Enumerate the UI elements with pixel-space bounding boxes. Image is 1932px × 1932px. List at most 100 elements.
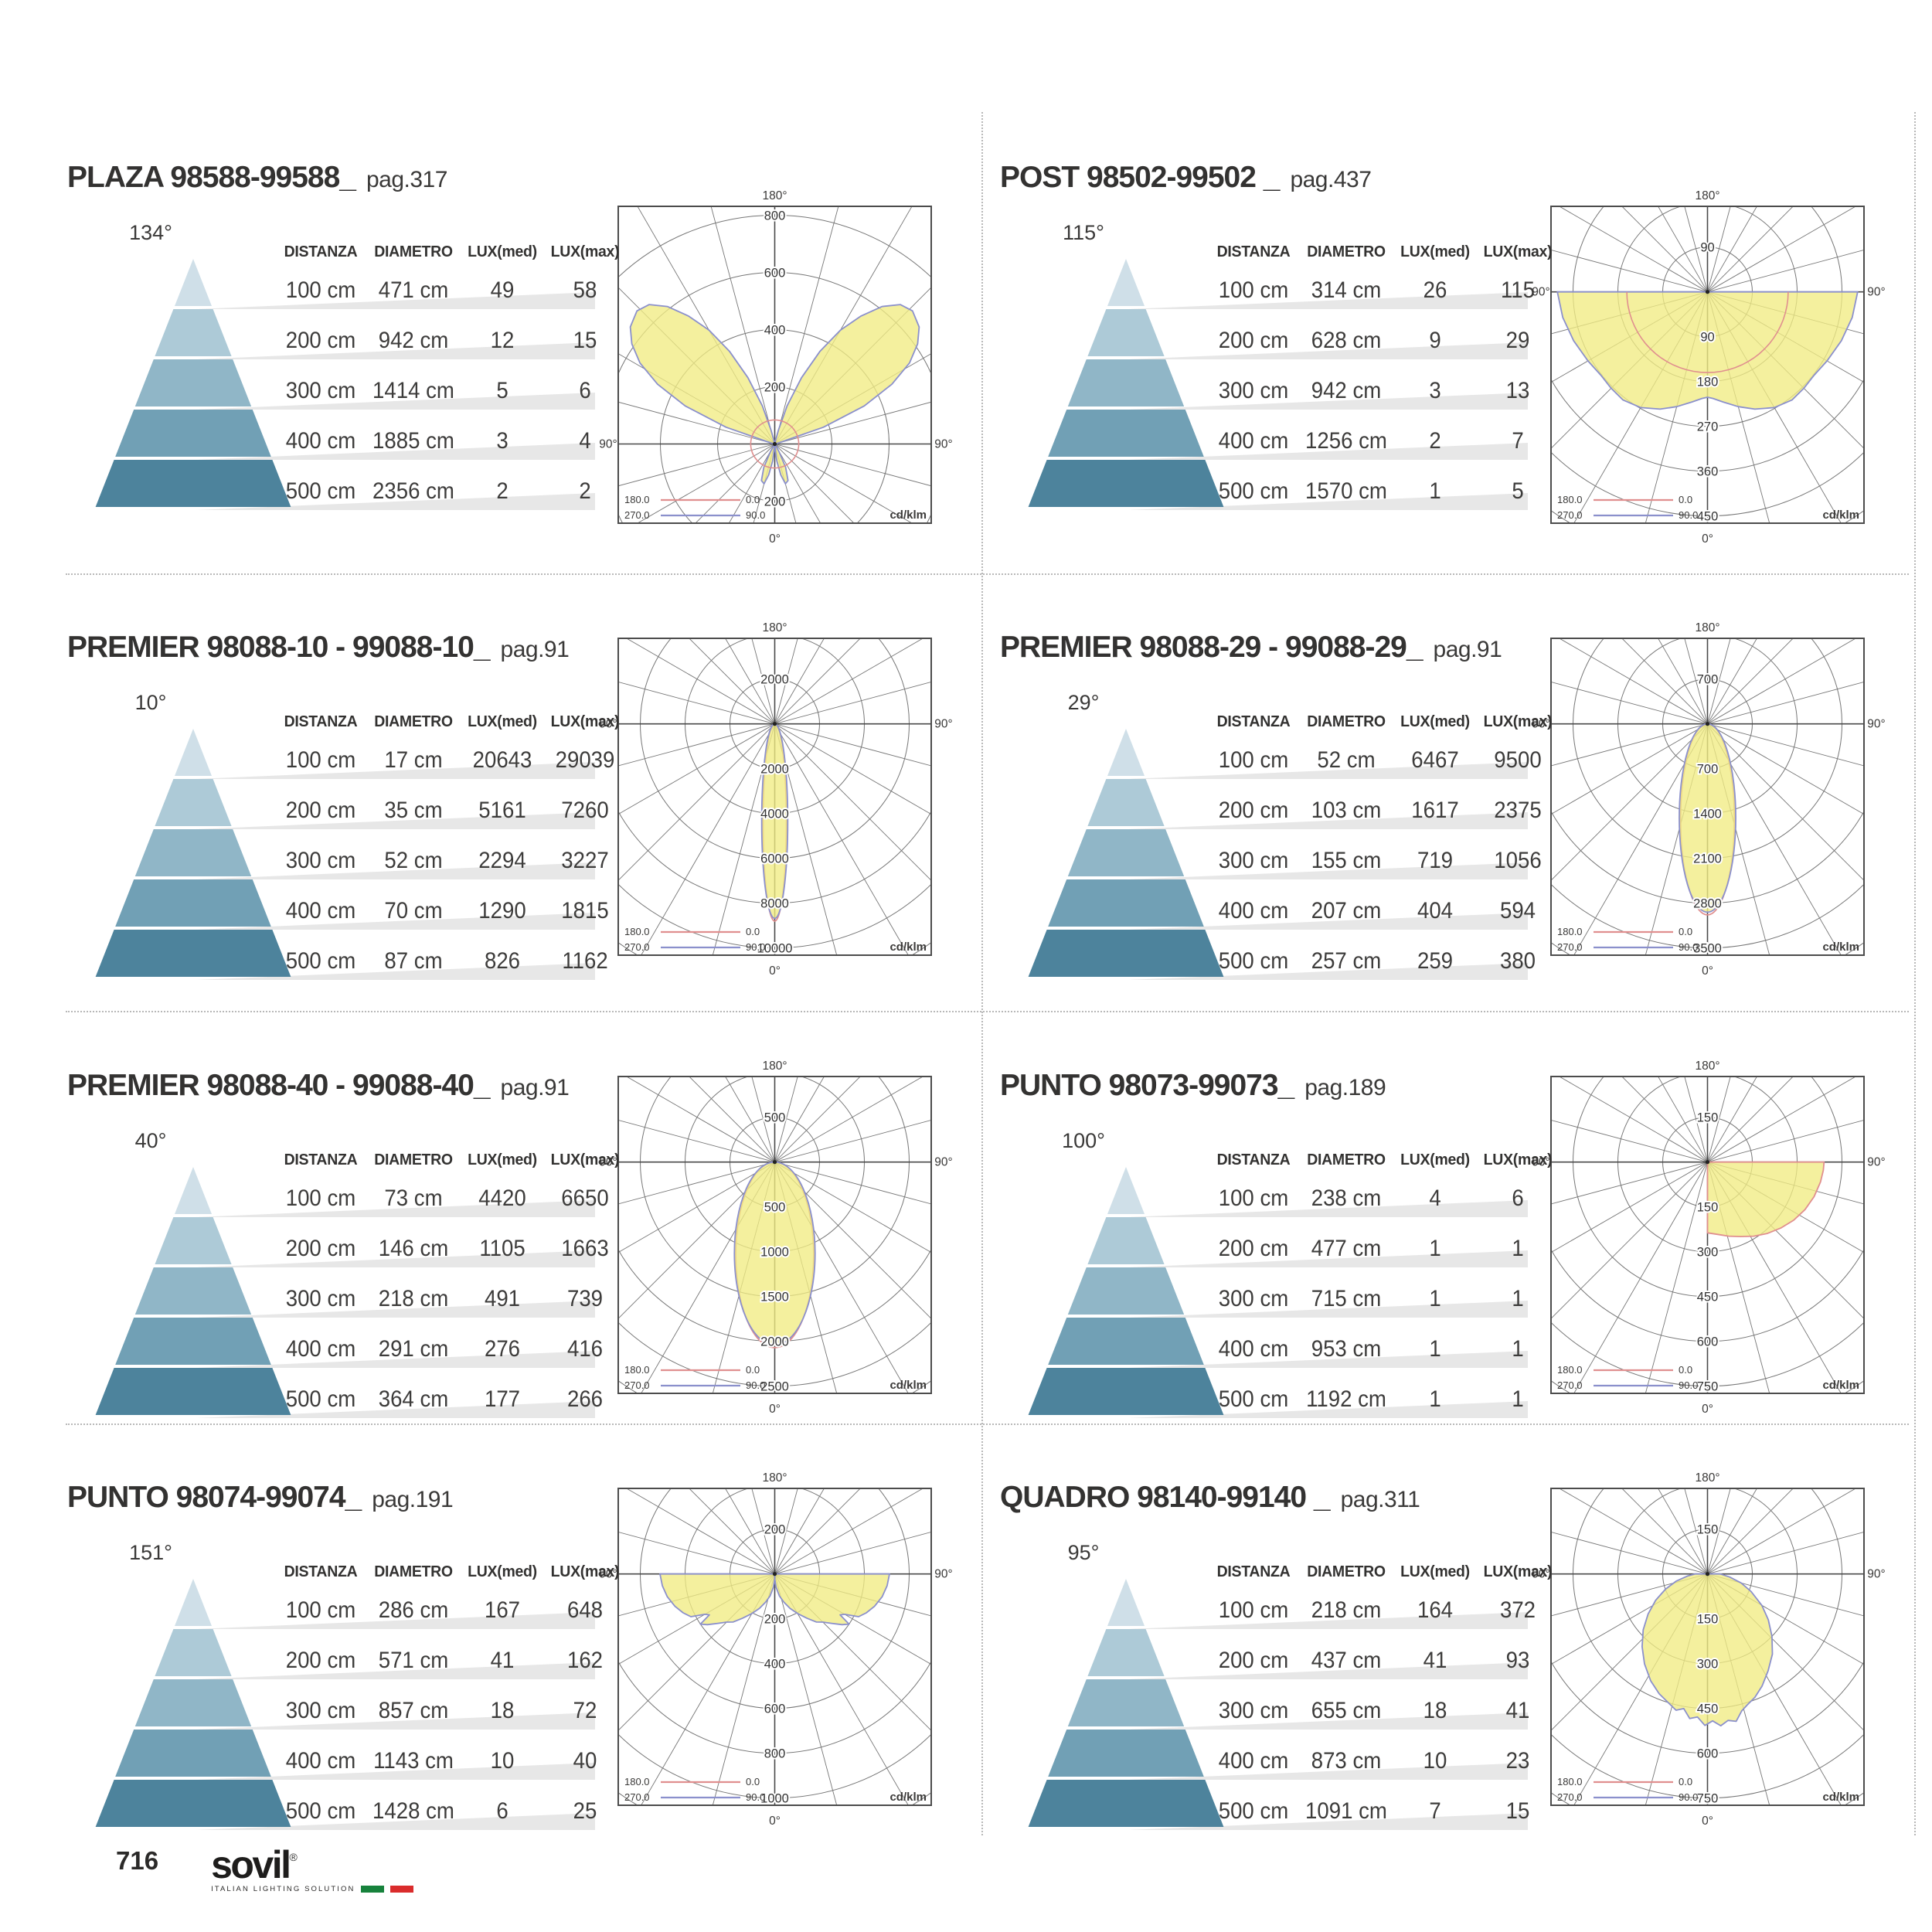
cone-band xyxy=(1028,930,1224,977)
beam-cone-graphic xyxy=(1014,251,1246,514)
section-plaza: DISTANZA DIAMETRO LUX(med) LUX(max) 100 cm 47… xyxy=(66,108,966,572)
column-header: LUX(med) xyxy=(468,713,537,730)
polar-diagram: 90 90 180 270 360 450 180° 0° 90° 90° 180.0 0.0 270.… xyxy=(1532,187,1903,566)
radial-scale-label: 2500 xyxy=(760,1380,789,1394)
table-cell: 404 xyxy=(1417,898,1454,923)
legend-plane-label: 90.0 xyxy=(746,509,765,521)
plane-trace-arc xyxy=(750,419,800,469)
radial-scale-label: 400 xyxy=(764,324,786,338)
cone-band xyxy=(1028,460,1224,507)
table-cell: 500 cm xyxy=(285,948,356,974)
cone-band xyxy=(1028,1368,1224,1415)
page-ref: pag.311 xyxy=(1340,1487,1420,1512)
column-header: DIAMETRO xyxy=(1307,243,1386,260)
table-cell: 1663 xyxy=(561,1236,609,1261)
product-name: PUNTO 98074-99074_ xyxy=(67,1481,362,1514)
cone-band xyxy=(95,930,291,977)
radial-scale-label: 270 xyxy=(1697,420,1719,434)
table-cell: 1414 cm xyxy=(372,378,454,403)
photometric-lobe xyxy=(774,304,920,445)
radial-scale-label: 700 xyxy=(1697,763,1719,777)
radial-scale-label: 90 xyxy=(1700,331,1714,345)
table-cell: 93 xyxy=(1505,1648,1530,1673)
column-header: DIAMETRO xyxy=(374,1563,453,1580)
section-post: DISTANZA DIAMETRO LUX(med) LUX(max) 100 cm 31… xyxy=(998,108,1899,572)
table-cell: 40 xyxy=(573,1748,597,1774)
column-header: DIAMETRO xyxy=(374,713,453,730)
cone-band xyxy=(115,879,271,927)
radial-scale-label: 150 xyxy=(1697,1523,1719,1537)
section-quadro: DISTANZA DIAMETRO LUX(med) LUX(max) 100 cm 21… xyxy=(998,1428,1899,1861)
polar-angle-label: 0° xyxy=(769,1403,781,1416)
table-cell: 2356 cm xyxy=(372,478,454,504)
separator-horizontal xyxy=(66,573,1909,575)
polar-grid xyxy=(618,206,931,523)
radial-scale-label: 4000 xyxy=(760,808,789,821)
product-title: PUNTO 98073-99073_ pag.189 xyxy=(1000,1069,1386,1103)
page-ref: pag.191 xyxy=(372,1487,454,1512)
cone-band xyxy=(175,1579,212,1626)
beam-cone-graphic xyxy=(81,251,313,514)
table-cell: 1 xyxy=(1429,1386,1441,1412)
table-cell: 400 cm xyxy=(285,898,356,923)
table-cell: 15 xyxy=(573,328,597,353)
table-cell: 2 xyxy=(579,478,591,504)
section-premier-40: DISTANZA DIAMETRO LUX(med) LUX(max) 100 cm 73… xyxy=(66,1016,966,1418)
table-cell: 177 xyxy=(484,1386,521,1412)
legend-plane-label: 270.0 xyxy=(624,1379,650,1391)
photometric-lobe xyxy=(659,1573,776,1626)
radial-scale-label: 3500 xyxy=(1693,942,1722,956)
legend-plane-label: 90.0 xyxy=(1679,941,1698,953)
table-cell: 400 cm xyxy=(1218,898,1289,923)
table-cell: 594 xyxy=(1499,898,1536,923)
page-ref: pag.91 xyxy=(1433,637,1502,662)
radial-scale-label: 1400 xyxy=(1693,808,1722,821)
table-cell: 500 cm xyxy=(285,478,356,504)
polar-angle-label: 180° xyxy=(1695,1471,1719,1485)
product-title: QUADRO 98140-99140 _ pag.311 xyxy=(1000,1481,1420,1515)
table-cell: 70 cm xyxy=(384,898,443,923)
section-punto-98073: DISTANZA DIAMETRO LUX(med) LUX(max) 100 cm 23… xyxy=(998,1016,1899,1418)
column-header: LUX(med) xyxy=(1400,713,1470,730)
cone-band xyxy=(155,779,232,826)
polar-grid xyxy=(618,638,931,955)
radial-scale-label: 750 xyxy=(1697,1380,1719,1394)
photometric-table: DISTANZA DIAMETRO LUX(med) LUX(max) 100 cm 73… xyxy=(66,1016,966,1418)
legend-plane-label: 0.0 xyxy=(746,494,760,505)
polar-angle-label: 0° xyxy=(1702,1403,1713,1416)
page-footer: 716 sovil® ITALIAN LIGHTING SOLUTION xyxy=(116,1845,414,1893)
polar-angle-label: 180° xyxy=(762,1471,787,1485)
cone-band xyxy=(1087,1217,1165,1264)
column-header: LUX(max) xyxy=(550,1151,620,1168)
radial-scale-label: 1500 xyxy=(760,1291,789,1304)
table-cell: 500 cm xyxy=(285,1386,356,1412)
product-title: POST 98502-99502 _ pag.437 xyxy=(1000,161,1372,195)
column-header: LUX(med) xyxy=(1400,1563,1470,1580)
table-cell: 257 cm xyxy=(1311,948,1382,974)
radial-scale-label: 400 xyxy=(764,1658,786,1672)
radial-scale-label: 500 xyxy=(764,1111,786,1125)
unit-label: cd/klm xyxy=(889,940,927,954)
table-cell: 52 cm xyxy=(1317,747,1376,773)
beam-angle-label: 95° xyxy=(1067,1541,1100,1564)
table-cell: 826 xyxy=(484,948,521,974)
unit-label: cd/klm xyxy=(1822,1379,1859,1392)
polar-angle-label: 90° xyxy=(1867,1568,1885,1581)
table-cell: 942 cm xyxy=(1311,378,1382,403)
separator-vertical xyxy=(981,112,983,1835)
polar-grid xyxy=(618,1488,931,1805)
legend-plane-label: 180.0 xyxy=(1557,1364,1583,1376)
cone-band xyxy=(1048,879,1204,927)
table-cell: 52 cm xyxy=(384,848,443,873)
legend-plane-label: 0.0 xyxy=(746,1364,760,1376)
page-number: 716 xyxy=(116,1846,159,1875)
column-header: DISTANZA xyxy=(1216,243,1291,260)
column-header: DISTANZA xyxy=(284,1563,358,1580)
legend-plane-label: 180.0 xyxy=(624,926,650,937)
cone-band xyxy=(115,410,271,457)
photometric-lobe xyxy=(760,443,776,485)
legend-plane-label: 0.0 xyxy=(1679,494,1692,505)
table-cell: 400 cm xyxy=(285,1748,356,1774)
table-cell: 400 cm xyxy=(1218,1336,1289,1362)
page-ref: pag.317 xyxy=(366,167,447,192)
